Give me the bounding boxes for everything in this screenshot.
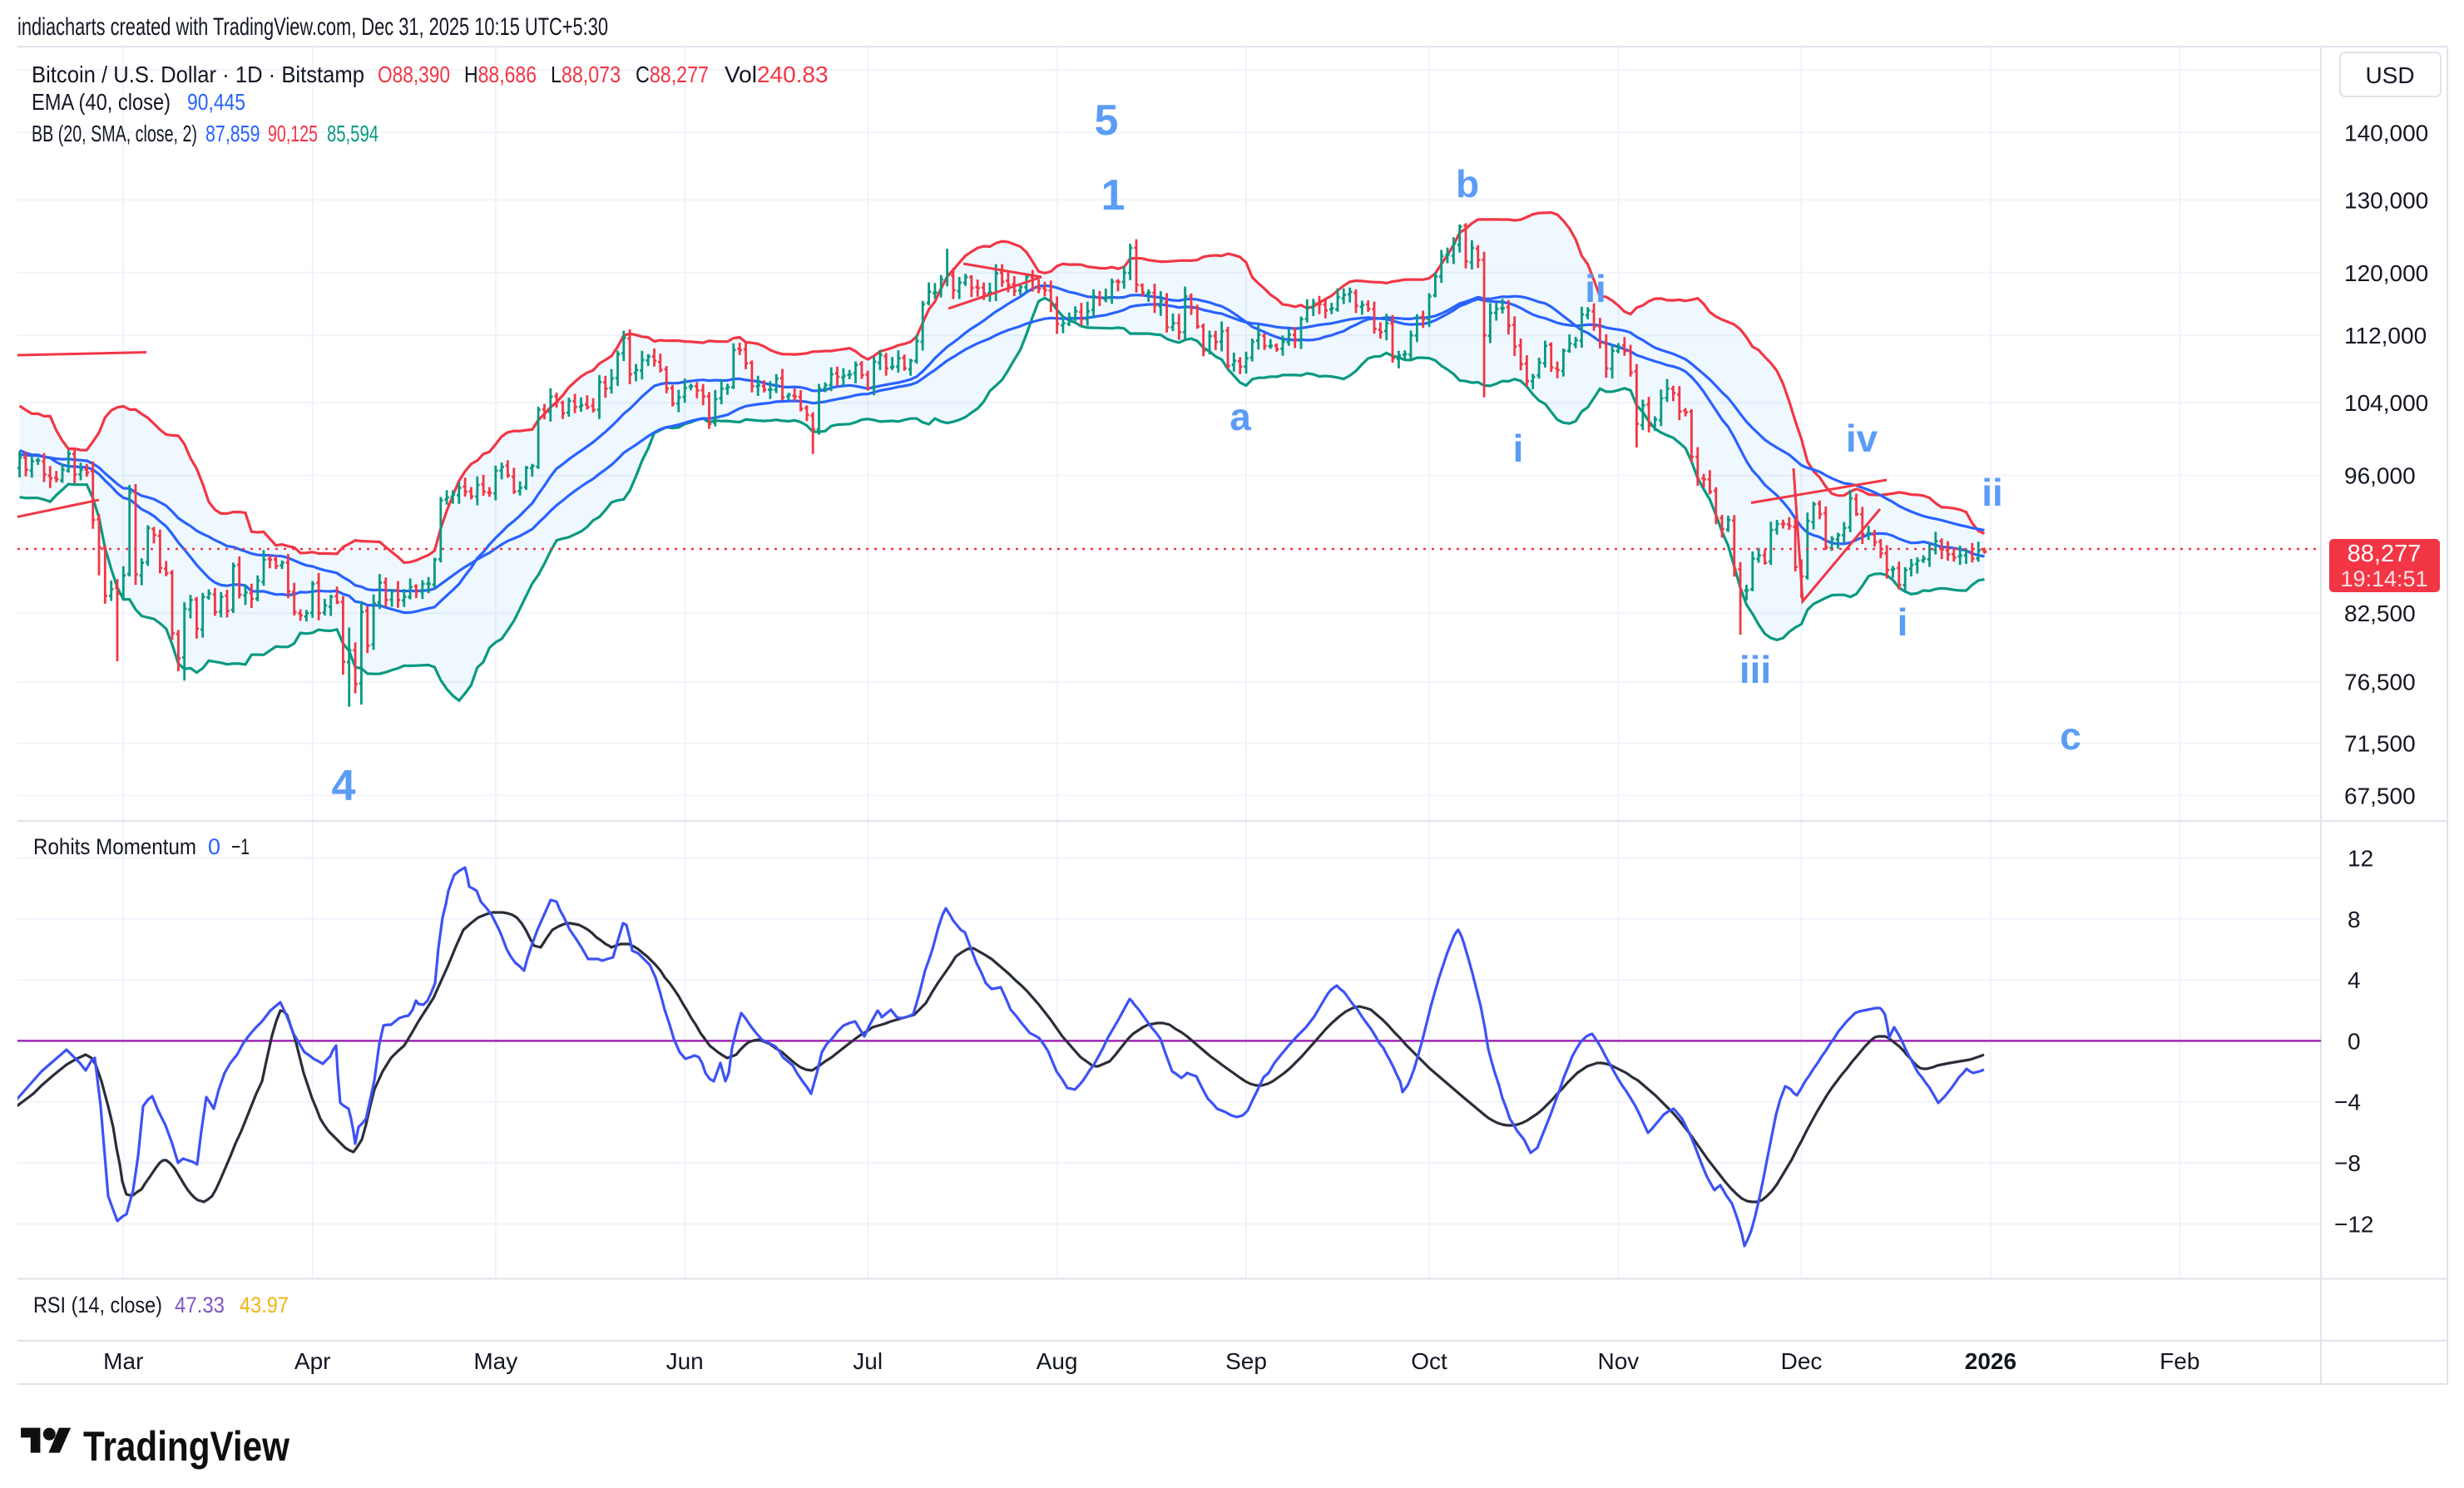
svg-text:130,000: 130,000 <box>2344 187 2428 213</box>
svg-text:Jun: Jun <box>666 1348 704 1374</box>
svg-text:120,000: 120,000 <box>2344 260 2428 286</box>
svg-text:0: 0 <box>2348 1028 2361 1054</box>
svg-text:12: 12 <box>2348 845 2373 871</box>
svg-text:ii: ii <box>1585 267 1606 310</box>
svg-text:112,000: 112,000 <box>2344 323 2427 349</box>
svg-text:19:14:51: 19:14:51 <box>2340 566 2427 591</box>
svg-text:Sep: Sep <box>1225 1348 1267 1374</box>
svg-text:67,500: 67,500 <box>2344 783 2416 808</box>
svg-text:USD: USD <box>2365 62 2414 88</box>
svg-text:1: 1 <box>1101 171 1126 220</box>
svg-text:8: 8 <box>2348 907 2361 932</box>
svg-text:a: a <box>1230 395 1251 438</box>
svg-text:4: 4 <box>332 762 356 810</box>
svg-text:−4: −4 <box>2334 1090 2361 1115</box>
svg-text:96,000: 96,000 <box>2344 463 2416 489</box>
svg-text:May: May <box>473 1348 517 1374</box>
svg-text:Feb: Feb <box>2160 1348 2199 1374</box>
svg-text:TradingView: TradingView <box>83 1423 289 1470</box>
svg-text:5: 5 <box>1095 96 1119 145</box>
svg-text:b: b <box>1456 162 1479 205</box>
svg-text:4: 4 <box>2348 967 2361 993</box>
svg-text:Aug: Aug <box>1037 1348 1078 1374</box>
svg-text:Dec: Dec <box>1781 1348 1823 1374</box>
svg-text:Apr: Apr <box>294 1348 331 1374</box>
svg-text:71,500: 71,500 <box>2344 731 2416 757</box>
svg-text:82,500: 82,500 <box>2344 601 2416 626</box>
svg-text:2026: 2026 <box>1965 1348 2016 1374</box>
svg-text:Nov: Nov <box>1598 1348 1640 1374</box>
svg-text:76,500: 76,500 <box>2344 670 2416 695</box>
svg-text:−12: −12 <box>2334 1211 2374 1237</box>
svg-text:−8: −8 <box>2334 1150 2361 1176</box>
svg-text:Mar: Mar <box>103 1348 143 1374</box>
svg-text:Jul: Jul <box>853 1348 883 1374</box>
svg-text:i: i <box>1897 601 1908 644</box>
svg-text:c: c <box>2060 714 2081 758</box>
svg-text:88,277: 88,277 <box>2348 541 2422 567</box>
svg-text:ii: ii <box>1982 471 2003 514</box>
svg-text:i: i <box>1513 427 1524 470</box>
svg-text:Oct: Oct <box>1411 1348 1447 1374</box>
svg-text:140,000: 140,000 <box>2344 120 2428 146</box>
svg-text:iv: iv <box>1846 417 1878 460</box>
svg-text:iii: iii <box>1739 648 1771 691</box>
svg-text:104,000: 104,000 <box>2344 390 2428 416</box>
